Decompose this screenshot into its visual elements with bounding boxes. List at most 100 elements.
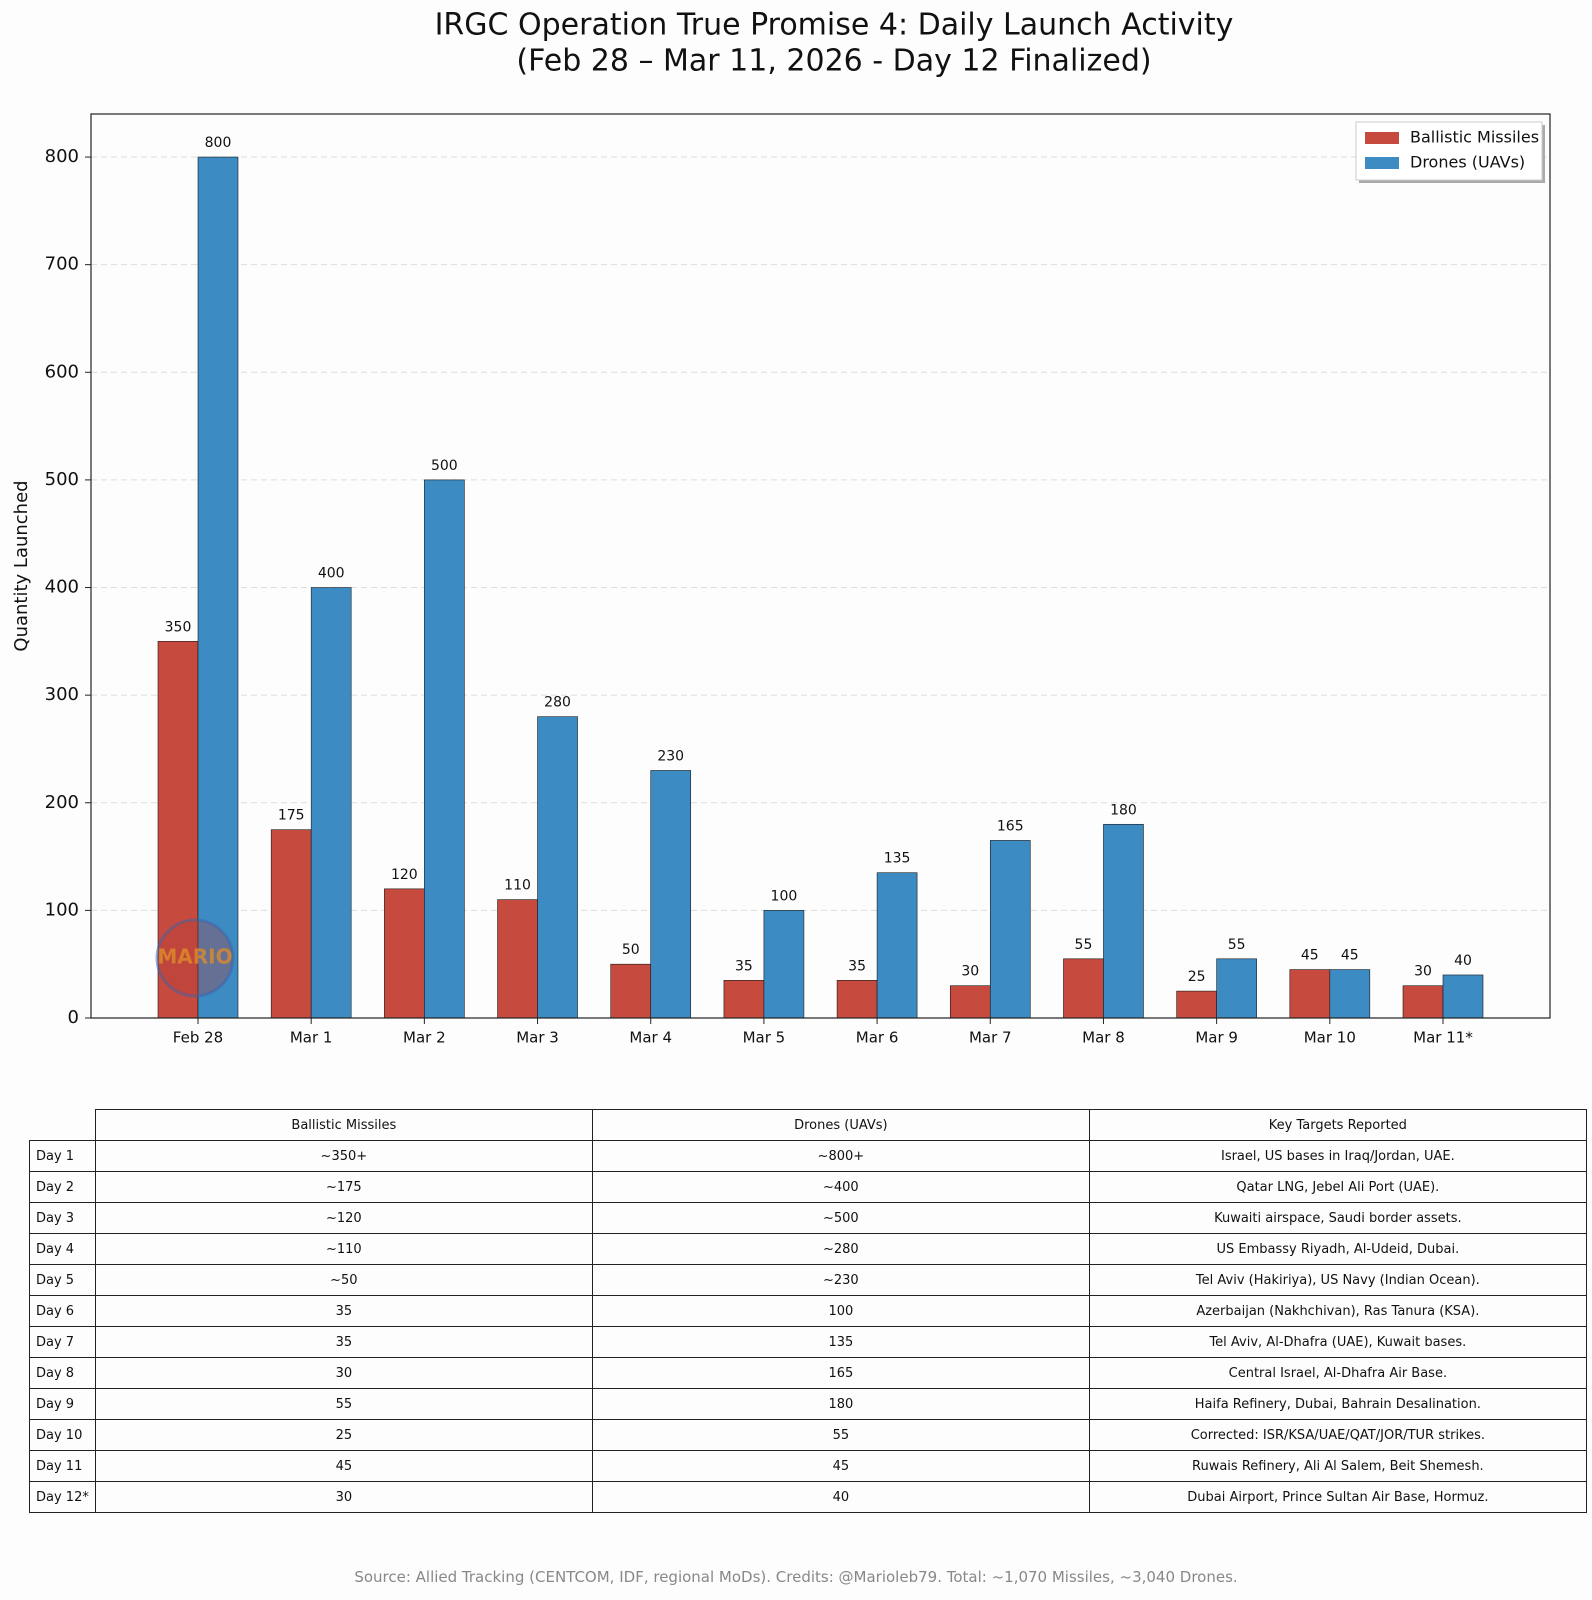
x-tick-label: Mar 2 — [403, 1029, 446, 1047]
table-cell: 30 — [94, 1357, 593, 1389]
bar — [1289, 969, 1331, 1019]
table-row: Day 11 45 45 Ruwais Refinery, Ali Al Salem,… — [29, 1450, 1587, 1482]
table-cell: 180 — [591, 1388, 1090, 1420]
table-cell: Day 3 — [29, 1202, 96, 1234]
bar — [1063, 958, 1104, 1019]
table-cell: 45 — [591, 1450, 1090, 1482]
y-tick-label: 0 — [68, 1007, 79, 1028]
data-label: 100 — [771, 888, 798, 904]
table-row: Day 5 ~50 ~230 Tel Aviv (Hakiriya), US Navy… — [29, 1264, 1587, 1296]
data-label: 120 — [391, 867, 418, 883]
data-label: 350 — [165, 619, 192, 635]
table-cell: 100 — [591, 1295, 1090, 1327]
table-row: Day 10 25 55 Corrected: ISR/KSA/UAE/QAT/JOR… — [29, 1419, 1587, 1451]
bar — [310, 587, 352, 1019]
table-cell: Tel Aviv (Hakiriya), US Navy (Indian Oce… — [1088, 1264, 1587, 1296]
legend-label: Ballistic Missiles — [1410, 128, 1539, 147]
data-label: 500 — [431, 458, 458, 474]
x-tick-label: Mar 3 — [516, 1029, 559, 1047]
table-cell: ~120 — [94, 1202, 593, 1234]
table-cell: ~110 — [94, 1233, 593, 1265]
bar — [1329, 969, 1371, 1019]
table-cell: Day 10 — [29, 1419, 96, 1451]
table-cell: Day 2 — [29, 1171, 96, 1203]
table-row: Day 12* 30 40 Dubai Airport, Prince Sultan … — [29, 1481, 1587, 1513]
table-cell: Dubai Airport, Prince Sultan Air Base, H… — [1088, 1481, 1587, 1513]
y-tick-label: 200 — [45, 792, 79, 813]
x-tick-label: Mar 10 — [1304, 1029, 1356, 1047]
table-cell: Ballistic Missiles — [94, 1109, 593, 1141]
bar — [876, 872, 918, 1019]
bar — [989, 840, 1031, 1019]
table-cell: 55 — [94, 1388, 593, 1420]
table-cell: Day 9 — [29, 1388, 96, 1420]
legend-swatch — [1365, 132, 1399, 144]
bar — [1176, 990, 1217, 1019]
table-cell: ~175 — [94, 1171, 593, 1203]
bar — [1442, 974, 1484, 1019]
data-label: 30 — [1414, 964, 1432, 980]
table-cell: Drones (UAVs) — [591, 1109, 1090, 1141]
data-label: 280 — [544, 695, 571, 711]
axes-frame — [90, 113, 1551, 1019]
watermark: MARIO — [157, 945, 232, 969]
table-cell — [29, 1109, 96, 1141]
table-header: Ballistic Missiles Drones (UAVs) Key Targe… — [29, 1109, 1587, 1141]
bar — [497, 899, 538, 1019]
data-label: 55 — [1228, 937, 1246, 953]
bar — [723, 980, 765, 1019]
table-cell: Qatar LNG, Jebel Ali Port (UAE). — [1088, 1171, 1587, 1203]
bar — [763, 910, 805, 1019]
table-row: Day 7 35 135 Tel Aviv, Al-Dhafra (UAE), Kuw… — [29, 1326, 1587, 1358]
table-cell: 55 — [591, 1419, 1090, 1451]
table-cell: Day 5 — [29, 1264, 96, 1296]
data-label: 800 — [205, 135, 232, 151]
table-cell: Day 12* — [29, 1481, 96, 1513]
table-row: Day 1 ~350+ ~800+ Israel, US bases in Iraq/… — [29, 1140, 1587, 1172]
source-note: Source: Allied Tracking (CENTCOM, IDF, r… — [354, 1568, 1238, 1586]
table-cell: ~800+ — [591, 1140, 1090, 1172]
x-tick-label: Mar 4 — [629, 1029, 672, 1047]
table-cell: 35 — [94, 1326, 593, 1358]
y-tick-label: 400 — [45, 577, 79, 598]
bar — [610, 963, 652, 1019]
x-tick-label: Mar 6 — [856, 1029, 899, 1047]
table-cell: ~400 — [591, 1171, 1090, 1203]
table-cell: ~50 — [94, 1264, 593, 1296]
table-cell: Day 1 — [29, 1140, 96, 1172]
data-label: 180 — [1110, 802, 1137, 818]
data-label: 35 — [848, 958, 866, 974]
table-cell: ~230 — [591, 1264, 1090, 1296]
data-label: 110 — [504, 878, 531, 894]
table-cell: Ruwais Refinery, Ali Al Salem, Beit Shem… — [1088, 1450, 1587, 1482]
legend-box — [1355, 121, 1543, 181]
table-cell: Corrected: ISR/KSA/UAE/QAT/JOR/TUR strik… — [1088, 1419, 1587, 1451]
table-cell: US Embassy Riyadh, Al-Udeid, Dubai. — [1088, 1233, 1587, 1265]
table-cell: 135 — [591, 1326, 1090, 1358]
table-cell: ~500 — [591, 1202, 1090, 1234]
y-axis-label: Quantity Launched — [11, 480, 32, 651]
table-row: Day 9 55 180 Haifa Refinery, Dubai, Bahrain… — [29, 1388, 1587, 1420]
data-label: 40 — [1454, 953, 1472, 969]
table-row: Day 2 ~175 ~400 Qatar LNG, Jebel Ali Port (… — [29, 1171, 1587, 1203]
y-tick-label: 700 — [45, 254, 79, 275]
table-cell: Haifa Refinery, Dubai, Bahrain Desalinat… — [1088, 1388, 1587, 1420]
x-tick-label: Mar 5 — [743, 1029, 786, 1047]
x-tick-label: Mar 1 — [290, 1029, 333, 1047]
legend-label: Drones (UAVs) — [1410, 153, 1525, 172]
watermark-badge — [155, 918, 235, 998]
data-table: Ballistic Missiles Drones (UAVs) Key Targe… — [29, 1109, 1587, 1513]
x-tick-label: Mar 7 — [969, 1029, 1012, 1047]
bar — [836, 980, 878, 1019]
bar — [1216, 958, 1257, 1019]
table-row: Day 4 ~110 ~280 US Embassy Riyadh, Al-Udeid… — [29, 1233, 1587, 1265]
chart-subtitle: (Feb 28 – Mar 11, 2026 - Day 12 Finalize… — [516, 44, 1151, 79]
data-label: 30 — [961, 964, 979, 980]
y-tick-label: 800 — [45, 146, 79, 167]
y-tick-label: 500 — [45, 469, 79, 490]
table-cell: Central Israel, Al-Dhafra Air Base. — [1088, 1357, 1587, 1389]
data-label: 230 — [657, 748, 684, 764]
table-cell: Day 6 — [29, 1295, 96, 1327]
legend-swatch — [1365, 157, 1399, 169]
bar — [197, 156, 239, 1019]
